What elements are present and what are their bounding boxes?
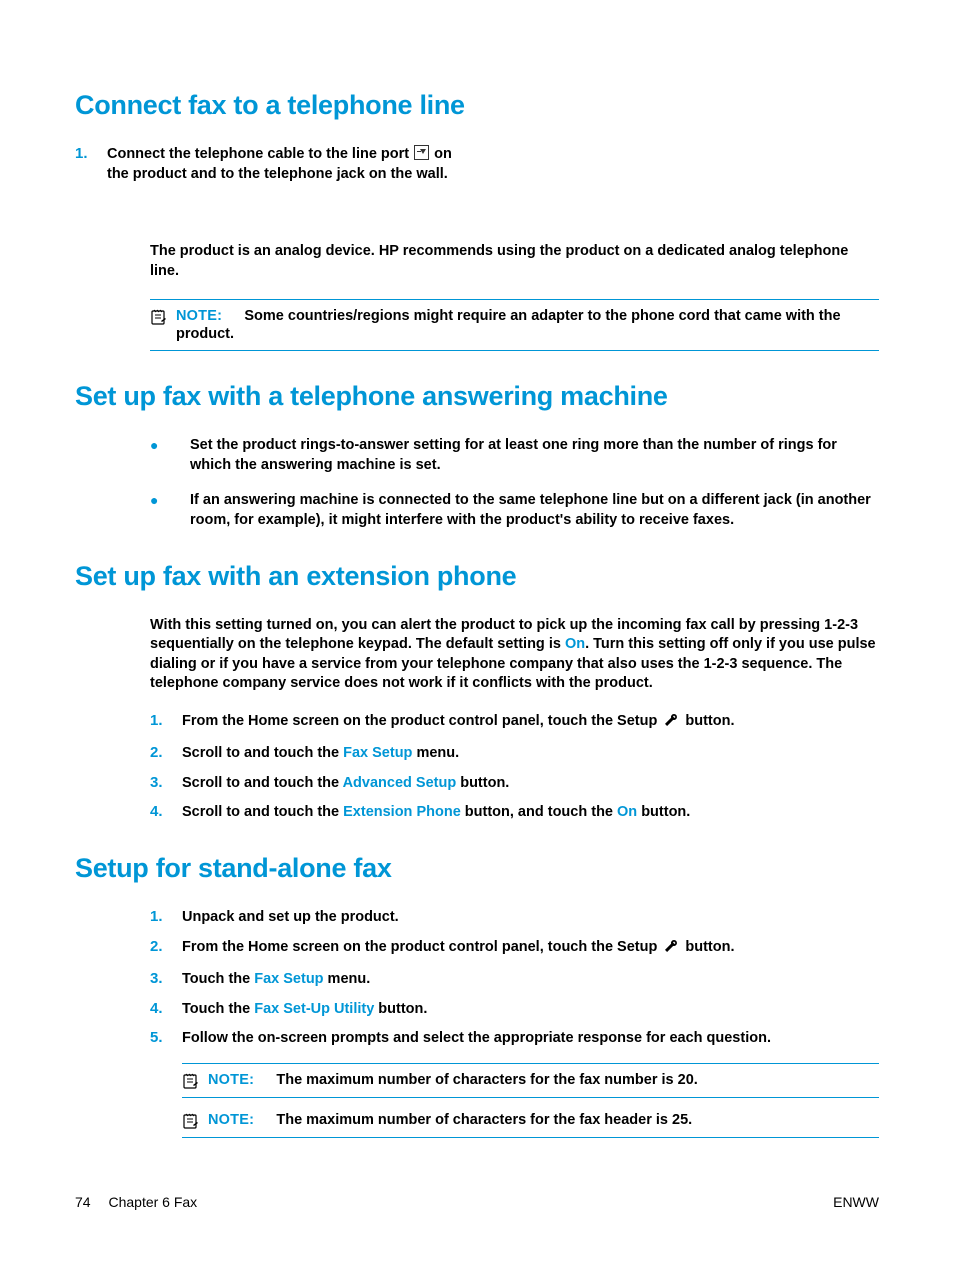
note-label: NOTE: [176,308,222,324]
bullet-icon: ● [150,436,190,455]
text-fragment: button. [681,713,734,729]
step-text: Scroll to and touch the Advanced Setup b… [182,774,509,794]
step-text: Follow the on-screen prompts and select … [182,1029,771,1049]
step-text: From the Home screen on the product cont… [182,938,735,961]
step-number: 1. [150,908,182,925]
text-fragment: button. [374,1001,427,1017]
inline-link-on: On [565,636,585,652]
note-label: NOTE: [208,1112,254,1128]
footer-right: ENWW [833,1194,879,1210]
content-block: ● Set the product rings-to-answer settin… [150,436,879,530]
note-box: NOTE: Some countries/regions might requi… [150,299,879,351]
step-text: Touch the Fax Setup menu. [182,970,370,990]
bullet-text: Set the product rings-to-answer setting … [190,436,879,475]
note-icon [150,308,168,326]
inline-link-on: On [617,804,637,820]
bullet-item: ● If an answering machine is connected t… [150,491,879,530]
heading-connect-fax: Connect fax to a telephone line [75,90,879,121]
step-item: 1. From the Home screen on the product c… [150,712,879,735]
heading-extension-phone: Set up fax with an extension phone [75,561,879,592]
step-text: Scroll to and touch the Fax Setup menu. [182,744,459,764]
step-item: 4. Touch the Fax Set-Up Utility button. [150,1000,879,1020]
text-fragment: button. [681,939,734,955]
content-block: With this setting turned on, you can ale… [150,616,879,824]
text-fragment: menu. [412,745,459,761]
note-content: NOTE: The maximum number of characters f… [208,1071,698,1089]
note-text: The maximum number of characters for the… [276,1112,692,1128]
note-box: NOTE: The maximum number of characters f… [182,1063,879,1098]
note-content: NOTE: Some countries/regions might requi… [176,307,879,343]
page-number: 74 [75,1194,91,1210]
content-block: 1. Unpack and set up the product. 2. Fro… [150,908,879,1138]
note-icon [182,1072,200,1090]
note-text: The maximum number of characters for the… [276,1072,697,1088]
text-fragment: Scroll to and touch the [182,745,343,761]
step-number: 4. [150,803,182,820]
content-block: The product is an analog device. HP reco… [150,242,879,351]
text-fragment: Scroll to and touch the [182,804,343,820]
document-page: Connect fax to a telephone line 1. Conne… [0,0,954,1270]
note-box: NOTE: The maximum number of characters f… [182,1104,879,1138]
step-number: 5. [150,1029,182,1046]
heading-answering-machine: Set up fax with a telephone answering ma… [75,381,879,412]
step-text: Scroll to and touch the Extension Phone … [182,803,690,823]
step-number: 4. [150,1000,182,1017]
text-fragment: Touch the [182,1001,254,1017]
step-text: Unpack and set up the product. [182,908,399,928]
inline-link-fax-setup-utility: Fax Set-Up Utility [254,1001,374,1017]
text-fragment: From the Home screen on the product cont… [182,713,661,729]
bullet-text: If an answering machine is connected to … [190,491,879,530]
text-fragment: button. [637,804,690,820]
line-port-icon [414,145,429,160]
step-item: 3. Touch the Fax Setup menu. [150,970,879,990]
setup-icon [663,938,679,961]
setup-icon [663,712,679,735]
heading-standalone-fax: Setup for stand-alone fax [75,853,879,884]
text-fragment: button. [456,775,509,791]
inline-link-extension-phone: Extension Phone [343,804,461,820]
step-item: 4. Scroll to and touch the Extension Pho… [150,803,879,823]
step-number: 3. [150,774,182,791]
note-text: Some countries/regions might require an … [176,308,841,342]
step-number: 3. [150,970,182,987]
step-number: 2. [150,938,182,955]
note-icon [182,1112,200,1130]
paragraph: With this setting turned on, you can ale… [150,616,879,694]
text-fragment: Touch the [182,971,254,987]
inline-link-fax-setup: Fax Setup [254,971,323,987]
footer-left: 74 Chapter 6 Fax [75,1194,197,1210]
bullet-icon: ● [150,491,190,510]
step-text: Connect the telephone cable to the line … [107,145,467,184]
step-item: 5. Follow the on-screen prompts and sele… [150,1029,879,1049]
step-text: From the Home screen on the product cont… [182,712,735,735]
inline-link-advanced-setup: Advanced Setup [343,775,457,791]
text-fragment: Scroll to and touch the [182,775,343,791]
step-number: 2. [150,744,182,761]
step-item: 2. Scroll to and touch the Fax Setup men… [150,744,879,764]
step-number: 1. [150,712,182,729]
step-1: 1. Connect the telephone cable to the li… [75,145,879,184]
text-fragment: Connect the telephone cable to the line … [107,146,413,162]
text-fragment: button, and touch the [461,804,617,820]
step-item: 2. From the Home screen on the product c… [150,938,879,961]
text-fragment: From the Home screen on the product cont… [182,939,661,955]
step-text: Touch the Fax Set-Up Utility button. [182,1000,427,1020]
inline-link-fax-setup: Fax Setup [343,745,412,761]
step-item: 1. Unpack and set up the product. [150,908,879,928]
step-item: 3. Scroll to and touch the Advanced Setu… [150,774,879,794]
step-number: 1. [75,145,107,162]
chapter-label: Chapter 6 Fax [108,1194,197,1210]
text-fragment: menu. [324,971,371,987]
note-label: NOTE: [208,1072,254,1088]
page-footer: 74 Chapter 6 Fax ENWW [75,1194,879,1210]
note-content: NOTE: The maximum number of characters f… [208,1111,692,1129]
paragraph: The product is an analog device. HP reco… [150,242,879,281]
bullet-item: ● Set the product rings-to-answer settin… [150,436,879,475]
